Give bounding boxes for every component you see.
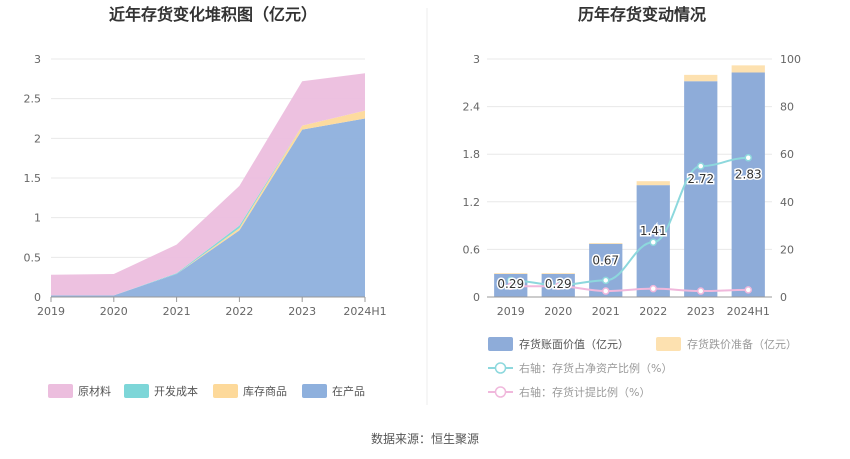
right-left-y-tick-label: 1.8 [463, 148, 481, 161]
right-data-labels: 0.29 0.29 0.67 1.41 2.72 2.83 [496, 166, 763, 292]
line-point[interactable] [744, 154, 752, 162]
left-x-tick-label: 2020 [100, 305, 128, 318]
area-原材料[interactable] [51, 73, 365, 296]
bar-存货跌价准备（亿元）[interactable] [636, 181, 670, 186]
right-right-y-tick-label: 40 [780, 196, 794, 209]
bar-存货账面价值（亿元）[interactable] [684, 81, 718, 297]
bar-存货跌价准备（亿元）[interactable] [684, 74, 718, 82]
right-legend-label[interactable]: 存货跌价准备（亿元） [687, 337, 797, 351]
left-y-tick-label: 1 [34, 212, 41, 225]
right-line-series [507, 154, 752, 295]
bar-data-label: 2.83 [735, 168, 762, 182]
left-legend-label[interactable]: 库存商品 [243, 384, 287, 398]
bar-存货跌价准备（亿元）[interactable] [731, 65, 765, 73]
right-right-y-tick-label: 0 [780, 291, 787, 304]
right-axes: 0 0.6 1.2 1.8 2.4 3 0 20 40 60 80 100 2019 2020 2021 20… [463, 53, 802, 318]
right-legend-label[interactable]: 右轴：存货计提比例（%） [519, 385, 650, 399]
left-x-tick-label: 2021 [163, 305, 191, 318]
right-legend-marker[interactable] [494, 362, 507, 374]
source-note: 数据来源：恒生聚源 [371, 431, 479, 446]
right-legend[interactable]: 存货账面价值（亿元） 存货跌价准备（亿元） 右轴：存货占净资产比例（%） 右轴：存货计… [488, 337, 797, 399]
bar-存货跌价准备（亿元）[interactable] [589, 243, 623, 244]
line-point[interactable] [649, 238, 657, 247]
left-legend-swatch[interactable] [213, 384, 238, 398]
right-x-tick-label: 2022 [639, 305, 667, 318]
right-legend-marker[interactable] [494, 386, 507, 398]
line-右轴：存货计提比例（%）[interactable] [510, 285, 749, 293]
bar-存货跌价准备（亿元）[interactable] [494, 273, 528, 274]
left-x-tick-label: 2024H1 [343, 305, 386, 318]
left-legend-swatch[interactable] [48, 384, 73, 398]
line-point[interactable] [697, 162, 705, 170]
left-legend-label[interactable]: 在产品 [332, 384, 365, 398]
right-legend-swatch[interactable] [488, 337, 513, 351]
line-point[interactable] [744, 286, 752, 294]
right-right-y-tick-label: 20 [780, 243, 794, 256]
right-legend-label[interactable]: 右轴：存货占净资产比例（%） [519, 361, 672, 375]
right-x-tick-label: 2024H1 [727, 305, 770, 318]
bar-data-label: 2.72 [687, 172, 714, 186]
line-point[interactable] [602, 276, 610, 285]
right-chart-title: 历年存货变动情况 [578, 5, 706, 24]
right-left-y-tick-label: 0.6 [463, 243, 481, 256]
left-legend[interactable]: 原材料 开发成本 库存商品 在产品 [48, 384, 365, 398]
left-y-tick-label: 2.5 [24, 93, 42, 106]
bar-data-label: 1.41 [640, 224, 667, 238]
line-point[interactable] [697, 287, 705, 295]
left-legend-label[interactable]: 开发成本 [154, 384, 198, 398]
right-x-tick-label: 2021 [592, 305, 620, 318]
line-point[interactable] [649, 284, 657, 293]
right-left-y-tick-label: 2.4 [463, 101, 481, 114]
left-x-tick-label: 2019 [37, 305, 65, 318]
line-point[interactable] [554, 282, 562, 291]
right-x-tick-label: 2023 [687, 305, 715, 318]
left-x-tick-label: 2022 [225, 305, 253, 318]
left-y-tick-label: 2 [34, 132, 41, 145]
right-left-y-tick-label: 1.2 [463, 196, 481, 209]
left-legend-label[interactable]: 原材料 [78, 384, 111, 398]
right-left-y-tick-label: 0 [473, 291, 480, 304]
right-left-y-tick-label: 3 [473, 53, 480, 66]
right-legend-swatch[interactable] [656, 337, 681, 351]
left-legend-swatch[interactable] [124, 384, 149, 398]
right-right-y-tick-label: 80 [780, 101, 794, 114]
left-chart-title: 近年存货变化堆积图（亿元） [109, 5, 317, 24]
left-y-tick-label: 0 [34, 291, 41, 304]
bar-data-label: 0.67 [592, 253, 619, 267]
right-legend-label[interactable]: 存货账面价值（亿元） [519, 337, 629, 351]
right-right-y-tick-label: 60 [780, 148, 794, 161]
right-right-y-tick-label: 100 [780, 53, 801, 66]
left-y-tick-label: 1.5 [24, 172, 42, 185]
left-y-tick-label: 0.5 [24, 251, 42, 264]
line-point[interactable] [602, 287, 610, 295]
bar-存货跌价准备（亿元）[interactable] [541, 273, 575, 274]
bar-存货账面价值（亿元）[interactable] [731, 72, 765, 297]
left-y-tick-label: 3 [34, 53, 41, 66]
bar-data-label: 0.29 [497, 277, 524, 291]
right-x-tick-label: 2019 [497, 305, 525, 318]
left-area-series [51, 73, 365, 297]
right-x-tick-label: 2020 [544, 305, 572, 318]
left-axes: 0 0.5 1 1.5 2 2.5 3 2019 2020 2021 2022 2023 2024H1 [24, 53, 387, 318]
left-x-tick-label: 2023 [288, 305, 316, 318]
area-在产品[interactable] [51, 118, 365, 298]
left-legend-swatch[interactable] [302, 384, 327, 398]
line-point[interactable] [507, 282, 515, 291]
bar-data-label: 0.29 [545, 277, 572, 291]
